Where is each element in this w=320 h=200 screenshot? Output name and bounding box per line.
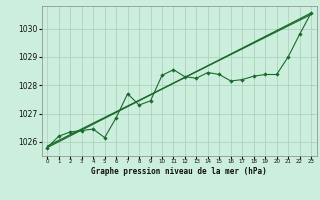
X-axis label: Graphe pression niveau de la mer (hPa): Graphe pression niveau de la mer (hPa) bbox=[91, 167, 267, 176]
